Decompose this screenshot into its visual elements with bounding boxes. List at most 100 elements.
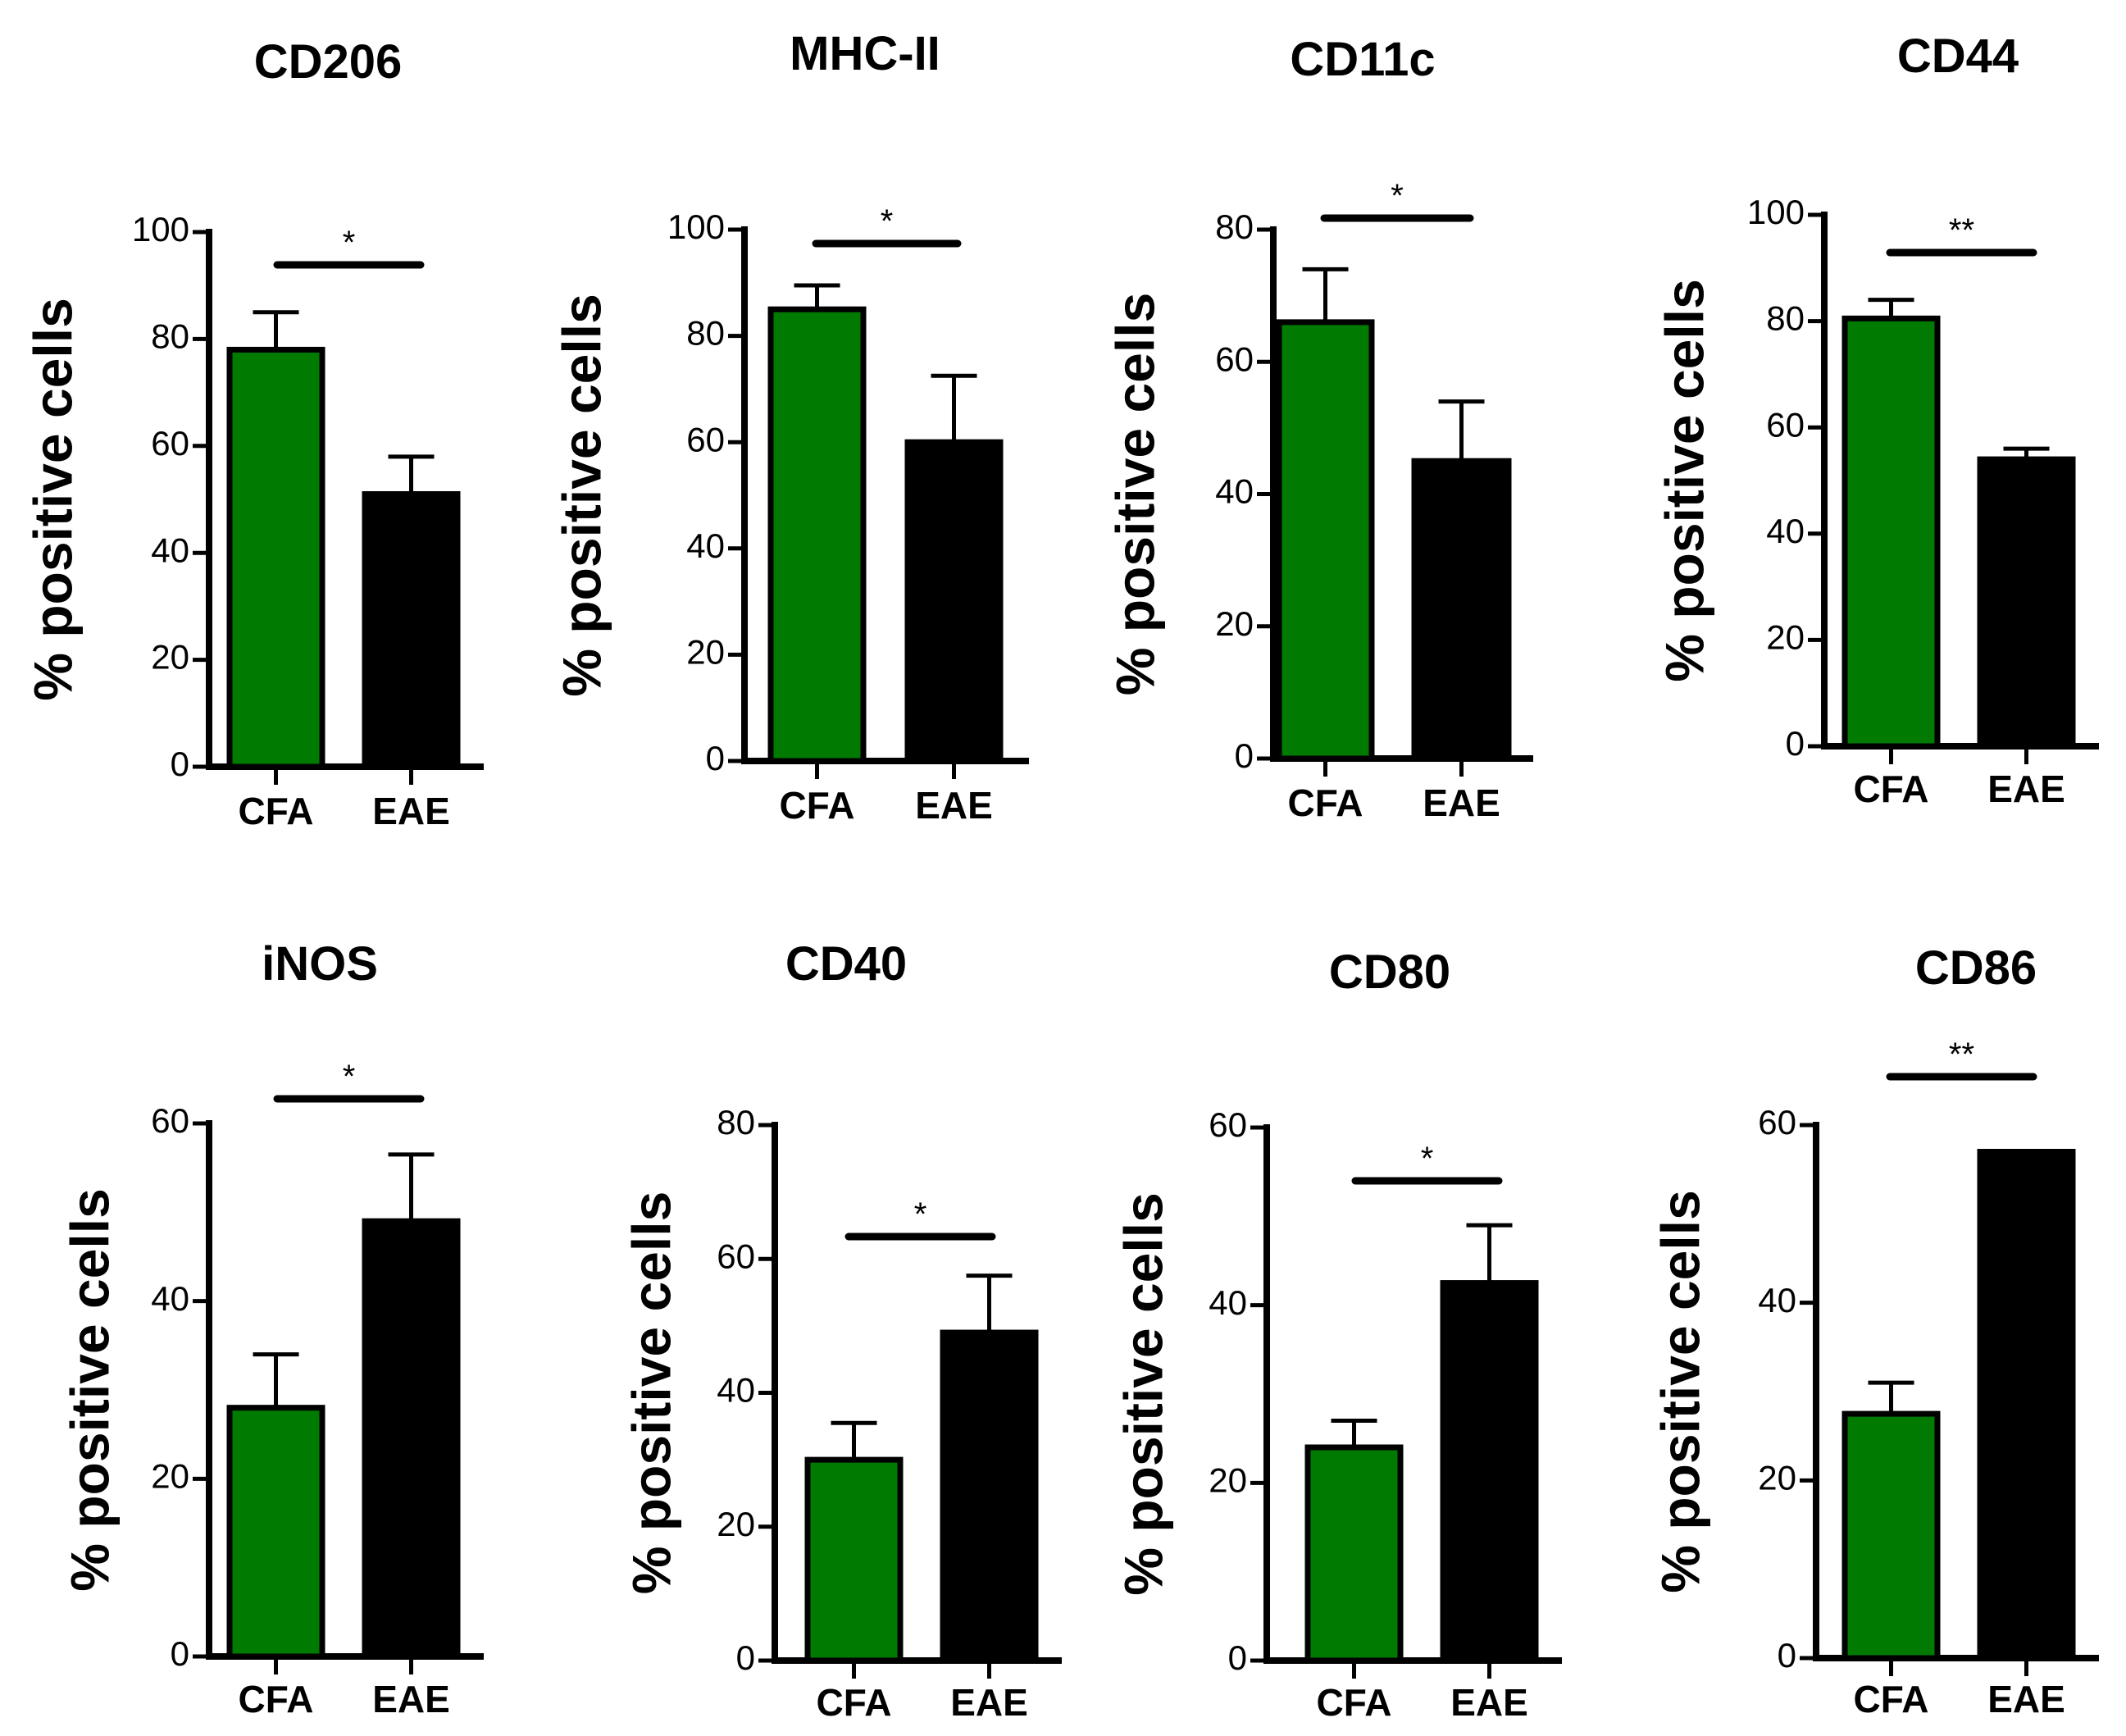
y-tick-label: 100 [1747,193,1805,231]
significance-marker: * [881,203,894,239]
y-tick-label: 80 [717,1103,755,1141]
chart-title: CD40 [785,937,907,991]
x-tick-label: EAE [1423,781,1500,824]
chart-panel-cd44: CD44 % positive cells 0 20 40 60 80 100 CFA EAE ** [1654,30,2099,810]
bar-cfa [1304,1444,1404,1664]
y-tick-label: 60 [1758,1103,1796,1141]
significance-marker: * [343,1059,356,1095]
bar-cfa [767,306,867,764]
y-axis-label: % positive cells [1113,1192,1173,1596]
bar-eae [1440,1280,1539,1664]
y-tick-label: 0 [1235,736,1254,775]
bar-eae [362,1218,461,1660]
bar-cfa [1841,315,1941,750]
chart-panel-cd80: CD80 % positive cells 0 20 40 60 CFA EAE * [1113,945,1562,1724]
y-tick-label: 60 [1209,1105,1247,1144]
x-tick-label: EAE [950,1681,1028,1724]
y-axis-label: % positive cells [1650,1190,1710,1593]
y-axis-label: % positive cells [1104,293,1165,696]
x-tick-label: EAE [1450,1681,1528,1724]
x-tick-label: CFA [239,1678,314,1720]
chart-title: CD206 [254,35,403,89]
y-tick-label: 0 [171,1634,189,1673]
y-tick-label: 20 [1758,1458,1796,1497]
y-tick-label: 20 [1766,617,1805,656]
bar-cfa [226,1405,326,1660]
chart-panel-cd40: CD40 % positive cells 0 20 40 60 80 CFA EAE * [621,937,1062,1724]
x-tick-label: CFA [1854,768,1929,810]
y-tick-label: 20 [1209,1460,1247,1499]
bar-cfa [226,346,326,770]
y-tick-label: 0 [1786,724,1805,763]
bar-cfa [1276,319,1375,762]
y-tick-label: 100 [667,207,725,246]
bar-eae [904,439,1004,764]
significance-marker: * [1391,178,1404,214]
y-tick-label: 0 [1228,1638,1247,1677]
chart-title: iNOS [262,937,378,991]
y-tick-label: 20 [717,1505,755,1543]
bar-eae [362,490,461,770]
x-tick-label: EAE [1987,768,2065,810]
y-tick-label: 40 [686,526,725,565]
chart-panel-cd206: CD206 % positive cells 0 20 40 60 80 100 CFA EAE * [22,35,484,832]
x-tick-label: CFA [780,784,855,827]
chart-panel-cd86: CD86 % positive cells 0 20 40 60 CFA EAE ** [1650,941,2099,1720]
y-tick-label: 80 [151,317,189,355]
chart-title: MHC-II [790,27,940,80]
significance-marker: * [914,1196,927,1233]
y-axis-label: % positive cells [621,1192,681,1595]
y-tick-label: 20 [686,632,725,671]
y-tick-label: 40 [1209,1283,1247,1322]
y-tick-label: 60 [686,420,725,458]
chart-panel-inos: iNOS % positive cells 0 20 40 60 CFA EAE * [59,937,484,1720]
significance-marker: ** [1949,212,1974,248]
bar-cfa [1841,1410,1941,1661]
y-tick-label: 40 [151,531,189,569]
chart-title: CD86 [1915,941,2037,995]
x-tick-label: CFA [1317,1681,1392,1724]
y-tick-label: 40 [1766,512,1805,550]
y-tick-label: 20 [151,638,189,677]
x-tick-label: CFA [1288,781,1363,824]
y-tick-label: 0 [706,739,725,777]
y-tick-label: 20 [151,1456,189,1495]
y-tick-label: 100 [132,210,189,248]
chart-panel-cd11c: CD11c % positive cells 0 20 40 60 80 CFA EAE * [1104,33,1533,824]
x-tick-label: EAE [1987,1678,2065,1720]
y-tick-label: 80 [1215,207,1254,246]
y-tick-label: 40 [1758,1281,1796,1319]
y-tick-label: 60 [151,424,189,462]
y-tick-label: 40 [151,1279,189,1318]
y-axis-label: % positive cells [1654,279,1714,682]
x-tick-label: CFA [239,790,314,832]
chart-title: CD44 [1897,30,2019,83]
y-tick-label: 80 [1766,299,1805,338]
y-tick-label: 60 [151,1101,189,1140]
chart-title: CD11c [1290,33,1435,86]
y-tick-label: 40 [1215,472,1254,511]
bar-eae [1977,1149,2076,1661]
x-tick-label: EAE [372,790,450,832]
y-tick-label: 60 [1215,339,1254,378]
bar-eae [1411,458,1512,762]
x-tick-label: EAE [915,784,993,827]
significance-marker: ** [1949,1037,1974,1073]
significance-marker: * [1421,1141,1434,1177]
y-tick-label: 20 [1215,604,1254,643]
chart-panel-mhc-ii: MHC-II % positive cells 0 20 40 60 80 100 CFA EAE… [551,27,1029,827]
x-tick-label: CFA [817,1681,892,1724]
chart-title: CD80 [1329,945,1450,999]
y-tick-label: 60 [717,1237,755,1275]
y-axis-label: % positive cells [551,294,612,697]
x-tick-label: EAE [372,1678,450,1720]
bar-eae [940,1329,1039,1664]
significance-marker: * [343,225,356,261]
y-tick-label: 0 [1778,1636,1796,1674]
y-tick-label: 40 [717,1371,755,1410]
bar-eae [1977,456,2076,750]
y-tick-label: 80 [686,314,725,353]
y-axis-label: % positive cells [22,298,83,701]
bar-cfa [804,1456,904,1664]
